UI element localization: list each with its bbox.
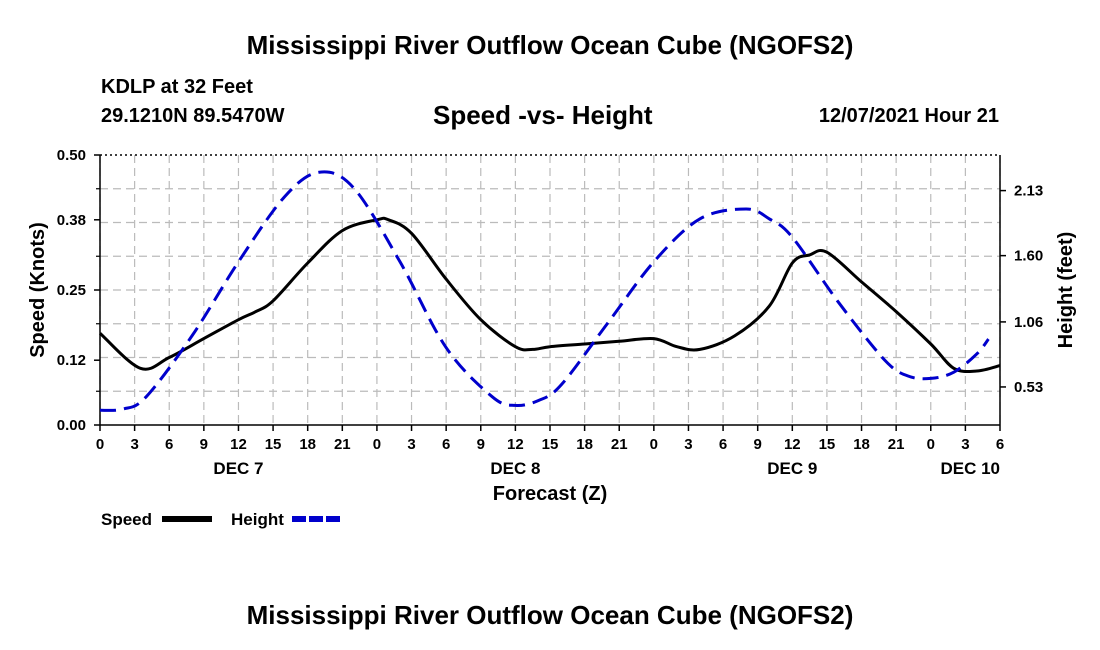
coordinates-label: 29.1210N 89.5470W <box>101 105 285 127</box>
y2-axis-title: Height (feet) <box>1055 232 1077 349</box>
x-tick-label: 15 <box>542 436 559 453</box>
x-tick-label: 9 <box>754 436 762 453</box>
chart-title: Speed -vs- Height <box>433 100 653 130</box>
x-tick-label: 21 <box>611 436 628 453</box>
x-tick-label: 18 <box>299 436 316 453</box>
x-tick-label: 21 <box>888 436 905 453</box>
y-tick-label: 0.38 <box>57 212 86 229</box>
x-tick-label: 9 <box>477 436 485 453</box>
x-tick-label: 6 <box>442 436 450 453</box>
x-tick-label: 6 <box>996 436 1004 453</box>
legend-label-speed: Speed <box>101 510 152 529</box>
day-label: DEC 8 <box>490 459 540 478</box>
y-axis-title: Speed (Knots) <box>27 222 49 358</box>
y-tick-label: 0.12 <box>57 352 86 369</box>
x-tick-label: 12 <box>507 436 524 453</box>
x-tick-label: 12 <box>230 436 247 453</box>
x-tick-label: 3 <box>407 436 415 453</box>
x-tick-label: 0 <box>373 436 381 453</box>
series-line-speed <box>98 216 1001 374</box>
series-line-height <box>99 170 990 412</box>
y-tick-label: 0.25 <box>57 282 86 299</box>
x-tick-label: 6 <box>719 436 727 453</box>
y2-tick-label: 0.53 <box>1014 379 1043 396</box>
x-tick-label: 0 <box>650 436 658 453</box>
main-title: Mississippi River Outflow Ocean Cube (NG… <box>246 30 854 60</box>
repeated-main-title: Mississippi River Outflow Ocean Cube (NG… <box>246 600 854 630</box>
datetime-label: 12/07/2021 Hour 21 <box>818 105 999 127</box>
y2-tick-label: 2.13 <box>1014 183 1043 200</box>
x-tick-label: 9 <box>200 436 208 453</box>
x-tick-label: 15 <box>819 436 836 453</box>
x-axis-title: Forecast (Z) <box>493 483 607 505</box>
y2-tick-label: 1.06 <box>1014 314 1043 331</box>
x-tick-label: 12 <box>784 436 801 453</box>
x-tick-label: 15 <box>265 436 282 453</box>
y-tick-label: 0.00 <box>57 417 86 434</box>
x-tick-label: 21 <box>334 436 351 453</box>
day-label: DEC 10 <box>940 459 1000 478</box>
day-label: DEC 9 <box>767 459 817 478</box>
x-tick-label: 0 <box>927 436 935 453</box>
x-tick-label: 18 <box>576 436 593 453</box>
x-tick-label: 0 <box>96 436 104 453</box>
station-label: KDLP at 32 Feet <box>101 76 253 98</box>
day-label: DEC 7 <box>213 459 263 478</box>
x-tick-label: 3 <box>684 436 692 453</box>
y2-tick-label: 1.60 <box>1014 248 1043 265</box>
x-tick-label: 3 <box>130 436 138 453</box>
x-tick-label: 3 <box>961 436 969 453</box>
y-tick-label: 0.50 <box>57 147 86 164</box>
x-tick-label: 18 <box>853 436 870 453</box>
legend-label-height: Height <box>231 510 284 529</box>
x-tick-label: 6 <box>165 436 173 453</box>
